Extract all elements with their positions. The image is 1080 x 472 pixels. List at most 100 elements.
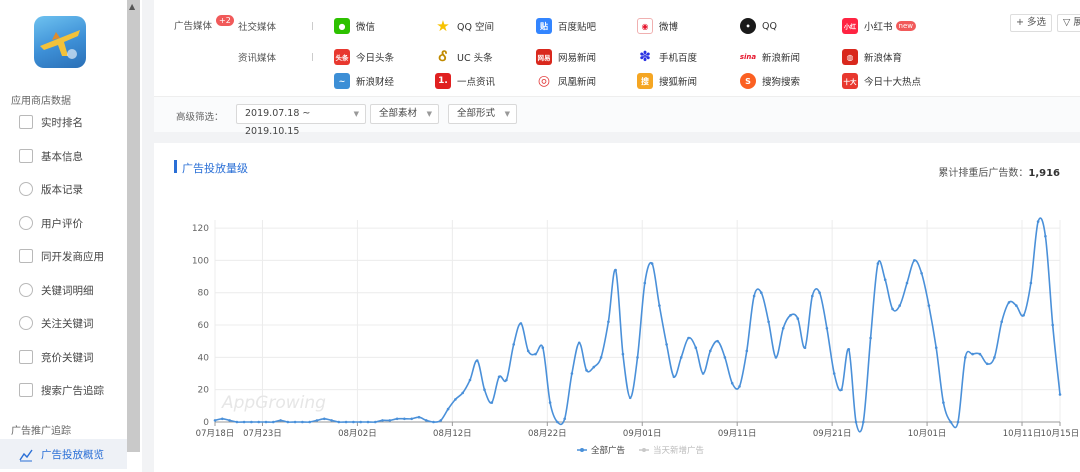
x-tick-label: 07月23日 (243, 429, 282, 439)
sidebar-item-keyword-details[interactable]: 关键词明细 (0, 275, 127, 305)
y-tick-label: 60 (198, 321, 210, 331)
divider (312, 53, 313, 61)
media-item-sogou[interactable]: S 搜狗搜索 (740, 72, 800, 90)
data-point (964, 356, 967, 359)
data-point (395, 417, 399, 421)
data-point (934, 346, 938, 349)
data-point (381, 419, 384, 422)
media-item-label: 新浪体育 (864, 53, 903, 64)
sidebar-item-ad-overview[interactable]: 广告投放概览 (0, 439, 127, 469)
data-point (446, 407, 450, 411)
media-item-wechat[interactable]: ● 微信 (334, 17, 375, 35)
ad-media-label: 广告媒体 (174, 21, 213, 32)
media-item-ifeng[interactable]: ◎ 凤凰新闻 (536, 72, 596, 90)
sidebar-item-basic-info[interactable]: 基本信息 (0, 141, 127, 171)
data-point (221, 417, 224, 421)
media-item-qq[interactable]: • QQ (740, 17, 777, 35)
data-point (862, 420, 865, 424)
media-item-label: 百度贴吧 (558, 22, 597, 33)
data-point (366, 420, 370, 424)
data-point (847, 348, 851, 351)
data-point (781, 327, 785, 330)
data-point (650, 262, 654, 265)
data-point (1044, 234, 1047, 238)
media-item-label: UC 头条 (457, 53, 493, 64)
sidebar-item-version-history[interactable]: 版本记录 (0, 174, 127, 204)
sina-icon: sina (739, 53, 757, 61)
material-select[interactable]: 全部素材 ▼ (370, 104, 439, 124)
data-point (1015, 304, 1018, 307)
y-tick-label: 40 (198, 353, 210, 363)
media-item-uc[interactable]: Ꮄ UC 头条 (435, 48, 493, 66)
sidebar-scrollbar[interactable] (127, 0, 140, 452)
data-point (570, 372, 574, 375)
apps-icon (19, 249, 33, 263)
data-point (1007, 301, 1011, 304)
data-point (592, 365, 596, 369)
media-item-tieba[interactable]: 贴 百度贴吧 (536, 17, 596, 35)
qq-penguin-icon: • (740, 18, 756, 34)
media-item-label: 新浪新闻 (762, 53, 801, 64)
data-point (475, 359, 479, 362)
data-point (1036, 220, 1040, 223)
data-point (315, 419, 319, 422)
ad-volume-panel: 广告投放量级 累计排重后广告数：1,916 AppGrowing 0 20 40 60… (154, 143, 1080, 472)
chart-series (213, 217, 1062, 433)
data-point (672, 375, 676, 379)
media-item-sohu[interactable]: 搜 搜狐新闻 (637, 72, 697, 90)
sidebar-item-search-ads[interactable]: 搜索广告追踪 (0, 375, 127, 405)
total-ads-summary: 累计排重后广告数：1,916 (938, 164, 1060, 179)
data-point (235, 420, 239, 424)
data-point (643, 281, 647, 285)
data-point (796, 317, 800, 320)
data-point (949, 420, 952, 424)
x-axis: 07月18日 07月23日 08月02日 08月12日 08月22日 09月01日 09月1… (196, 421, 1079, 439)
sidebar-item-label: 关注关键词 (41, 317, 94, 330)
data-point (811, 294, 814, 298)
media-item-sina-news[interactable]: sina 新浪新闻 (740, 48, 800, 66)
media-item-yidian[interactable]: 1. 一点资讯 (435, 72, 495, 90)
multi-select-button[interactable]: + 多选 (1010, 14, 1053, 32)
media-item-label: 网易新闻 (558, 53, 597, 64)
format-select[interactable]: 全部形式 ▼ (448, 104, 517, 124)
media-item-netease[interactable]: 网易 网易新闻 (536, 48, 596, 66)
data-point (308, 420, 311, 424)
media-item-baidu[interactable]: ✽ 手机百度 (637, 48, 697, 66)
sidebar-item-same-developer[interactable]: 同开发商应用 (0, 241, 127, 271)
media-item-top10[interactable]: 十大 今日十大热点 (842, 72, 921, 90)
expand-button[interactable]: ▽ 展 (1057, 14, 1080, 32)
media-item-weibo[interactable]: ◉ 微博 (637, 17, 678, 35)
data-point (1029, 281, 1033, 285)
media-item-sina-finance[interactable]: ~ 新浪财经 (334, 72, 394, 90)
media-item-xiaohongshu[interactable]: 小红 小红书 new (842, 17, 916, 35)
sidebar-item-user-reviews[interactable]: 用户评价 (0, 208, 127, 238)
material-value: 全部素材 (379, 108, 418, 119)
media-item-sina-sports[interactable]: ◍ 新浪体育 (842, 48, 902, 66)
sidebar-item-bid-keywords[interactable]: 竞价关键词 (0, 342, 127, 372)
data-point (417, 415, 421, 419)
data-point (468, 378, 472, 382)
data-point (614, 268, 617, 272)
data-point (1058, 393, 1062, 396)
plus-icon: + (1016, 17, 1024, 28)
media-item-qzone[interactable]: ★ QQ 空间 (435, 17, 494, 35)
data-point (563, 417, 566, 421)
chart-grid (214, 220, 1061, 423)
date-range-select[interactable]: 2019.07.18 ~ 2019.10.15 ▼ (236, 104, 366, 137)
data-point (359, 420, 362, 424)
sidebar-item-realtime-rank[interactable]: 实时排名 (0, 107, 127, 137)
total-ads-label: 累计排重后广告数： (938, 168, 1029, 179)
wechat-icon: ● (334, 18, 350, 34)
data-point (789, 314, 792, 317)
data-point (461, 391, 465, 395)
data-point (1000, 320, 1003, 324)
media-item-toutiao[interactable]: 头条 今日头条 (334, 48, 394, 66)
sidebar-item-followed-keywords[interactable]: 关注关键词 (0, 308, 127, 338)
title-accent-bar (174, 160, 177, 173)
media-item-label: 微博 (659, 22, 679, 33)
chevron-down-icon: ▼ (353, 110, 359, 118)
data-point (679, 356, 683, 359)
data-point (913, 259, 916, 262)
app-icon[interactable] (34, 16, 86, 68)
scroll-up-arrow-icon[interactable]: ▲ (129, 2, 136, 11)
